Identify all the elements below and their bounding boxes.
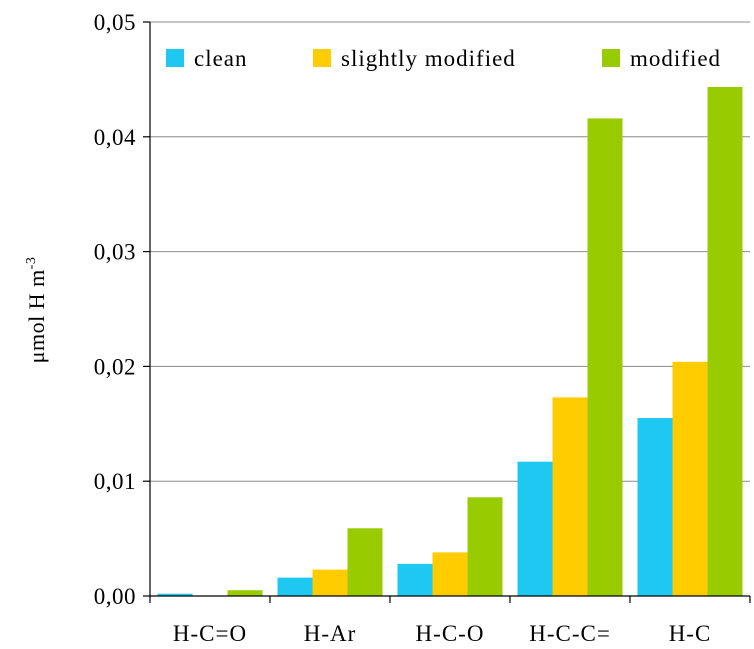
bar-slightly-modified-1 (312, 569, 348, 596)
bar-modified-1 (347, 528, 383, 596)
y-tick-label: 0,04 (94, 125, 136, 150)
bar-clean-2 (397, 563, 433, 596)
y-tick-labels: 0,00 0,01 0,02 0,03 0,04 0,05 (94, 10, 136, 609)
x-tick-label: H-C-C= (529, 621, 611, 646)
y-tick-label: 0,01 (94, 469, 136, 494)
bar-modified-3 (587, 118, 623, 596)
y-axis-label-base: μmol H m (24, 269, 49, 363)
x-tick-label: H-C-O (416, 621, 485, 646)
bar-clean-4 (637, 418, 673, 596)
legend: clean slightly modified modified (151, 23, 750, 87)
legend-label: clean (194, 46, 248, 71)
y-tick-label: 0,00 (94, 584, 136, 609)
legend-swatch (313, 49, 331, 67)
legend-label: modified (630, 46, 721, 71)
bar-slightly-modified-2 (432, 552, 468, 596)
gridlines (150, 21, 750, 482)
x-tick-label: H-C (669, 621, 712, 646)
legend-background (151, 23, 750, 87)
y-tick-label: 0,03 (94, 240, 136, 265)
bar-modified-4 (707, 82, 743, 597)
bar-clean-1 (277, 577, 313, 596)
x-tick-labels: H-C=O H-Ar H-C-O H-C-C= H-C (173, 621, 712, 646)
legend-swatch (602, 49, 620, 67)
bar-clean-3 (517, 461, 553, 596)
y-axis-label: μmol H m-3 (24, 257, 49, 364)
bar-clean-0 (157, 593, 193, 596)
legend-label: slightly modified (341, 46, 516, 71)
bar-slightly-modified-4 (672, 361, 708, 596)
legend-swatch (166, 49, 184, 67)
bars (157, 82, 743, 597)
y-tick-label: 0,02 (94, 354, 136, 379)
bar-slightly-modified-3 (552, 397, 588, 596)
bar-modified-2 (467, 497, 503, 596)
y-axis-label-superscript: -3 (24, 257, 39, 270)
axes (143, 21, 751, 603)
bar-modified-0 (227, 590, 263, 596)
x-tick-label: H-C=O (173, 621, 247, 646)
y-tick-label: 0,05 (94, 10, 136, 35)
x-tick-label: H-Ar (304, 621, 357, 646)
